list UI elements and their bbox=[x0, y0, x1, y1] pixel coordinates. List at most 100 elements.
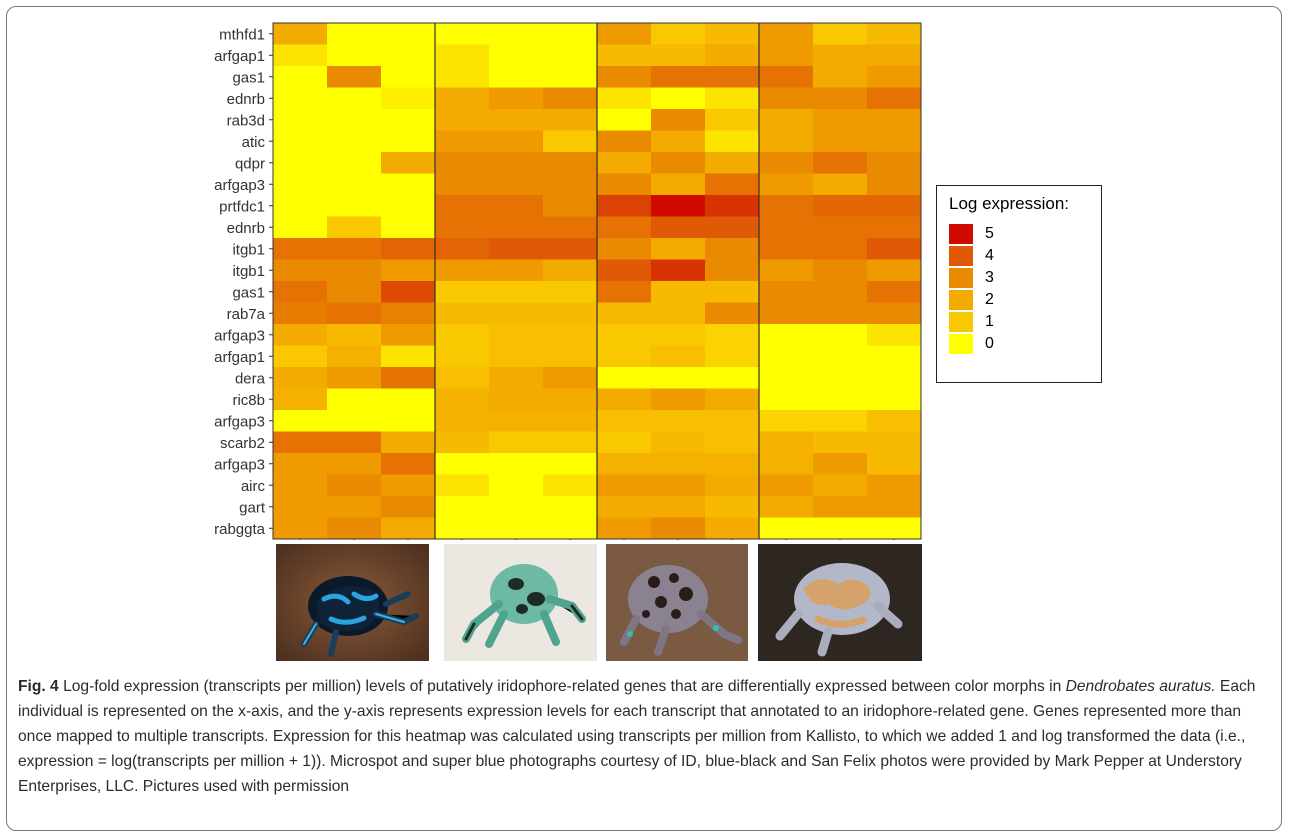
heatmap-cell bbox=[381, 367, 436, 389]
heatmap-cell bbox=[651, 453, 706, 475]
heatmap-cell bbox=[489, 173, 544, 196]
row-label: arfgap3 bbox=[214, 456, 265, 473]
legend-title: Log expression: bbox=[949, 194, 1070, 213]
row-label: scarb2 bbox=[220, 435, 265, 452]
heatmap-cell bbox=[273, 66, 328, 88]
heatmap-cell bbox=[381, 173, 436, 196]
heatmap-cell bbox=[651, 496, 706, 518]
heatmap-cell bbox=[543, 23, 598, 45]
heatmap-cell bbox=[273, 517, 328, 540]
heatmap-cell bbox=[651, 66, 706, 88]
heatmap-cell bbox=[705, 388, 760, 411]
row-label: ric8b bbox=[232, 392, 265, 409]
heatmap-cell bbox=[435, 216, 490, 239]
heatmap-cell bbox=[489, 324, 544, 346]
heatmap-cell bbox=[543, 324, 598, 346]
heatmap-cell bbox=[597, 23, 652, 45]
heatmap-cell bbox=[327, 216, 382, 239]
heatmap-cell bbox=[759, 453, 814, 475]
heatmap-cell bbox=[867, 345, 922, 368]
heatmap-cell bbox=[651, 87, 706, 110]
heatmap-cell bbox=[489, 259, 544, 282]
heatmap-cell bbox=[597, 431, 652, 454]
heatmap-cell bbox=[435, 367, 490, 389]
heatmap-cell bbox=[597, 453, 652, 475]
heatmap-cell bbox=[543, 367, 598, 389]
heatmap-cell bbox=[705, 216, 760, 239]
heatmap-cell bbox=[705, 109, 760, 131]
heatmap-cell bbox=[327, 130, 382, 153]
caption-text-1: Log-fold expression (transcripts per mil… bbox=[58, 678, 1066, 695]
heatmap-cell bbox=[273, 367, 328, 389]
heatmap-cell bbox=[435, 431, 490, 454]
heatmap-cell bbox=[867, 302, 922, 325]
heatmap-cell bbox=[327, 302, 382, 325]
legend-label: 2 bbox=[985, 291, 994, 308]
heatmap-cell bbox=[489, 87, 544, 110]
heatmap-cell bbox=[759, 152, 814, 174]
heatmap-cell bbox=[435, 496, 490, 518]
row-label: mthfd1 bbox=[219, 26, 265, 43]
heatmap-cell bbox=[705, 281, 760, 303]
row-label: ednrb bbox=[227, 220, 265, 237]
heatmap-cell bbox=[759, 44, 814, 67]
heatmap-cell bbox=[381, 259, 436, 282]
heatmap-cell bbox=[597, 345, 652, 368]
heatmap-cell bbox=[273, 431, 328, 454]
row-label: gart bbox=[239, 499, 266, 516]
heatmap-cell bbox=[435, 173, 490, 196]
row-label: gas1 bbox=[232, 284, 265, 301]
row-label: rab3d bbox=[227, 112, 265, 129]
heatmap-cell bbox=[327, 496, 382, 518]
heatmap-cell bbox=[327, 410, 382, 432]
heatmap-cell bbox=[273, 173, 328, 196]
heatmap-cell bbox=[867, 388, 922, 411]
heatmap-cell bbox=[273, 324, 328, 346]
heatmap-cell bbox=[813, 44, 868, 67]
row-label: qdpr bbox=[235, 155, 265, 172]
heatmap-cell bbox=[867, 44, 922, 67]
heatmap-cell bbox=[597, 195, 652, 217]
heatmap-cell bbox=[813, 238, 868, 260]
heatmap-cell bbox=[597, 324, 652, 346]
heatmap-cell bbox=[651, 410, 706, 432]
row-label: rab7a bbox=[227, 306, 266, 323]
heatmap-cell bbox=[867, 195, 922, 217]
heatmap-cell bbox=[435, 195, 490, 217]
heatmap-cell bbox=[651, 431, 706, 454]
heatmap-cell bbox=[651, 302, 706, 325]
heatmap-cell bbox=[867, 517, 922, 540]
heatmap-cell bbox=[489, 44, 544, 67]
heatmap-cell bbox=[813, 496, 868, 518]
heatmap-cell bbox=[651, 259, 706, 282]
heatmap-cell bbox=[327, 367, 382, 389]
heatmap-cell bbox=[273, 195, 328, 217]
heatmap-cell bbox=[867, 367, 922, 389]
heatmap-cell bbox=[489, 23, 544, 45]
heatmap-cell bbox=[651, 367, 706, 389]
heatmap-cell bbox=[435, 238, 490, 260]
heatmap-cell bbox=[705, 324, 760, 346]
heatmap-cell bbox=[543, 152, 598, 174]
heatmap-cell bbox=[489, 238, 544, 260]
legend-swatch bbox=[949, 334, 973, 354]
heatmap-cell bbox=[489, 388, 544, 411]
heatmap-cell bbox=[273, 388, 328, 411]
heatmap-cell bbox=[273, 23, 328, 45]
row-label: airc bbox=[241, 478, 266, 495]
heatmap-cell bbox=[813, 302, 868, 325]
heatmap-cell bbox=[381, 388, 436, 411]
heatmap-cell bbox=[867, 87, 922, 110]
heatmap-cell bbox=[705, 453, 760, 475]
heatmap-cell bbox=[381, 517, 436, 540]
heatmap-cell bbox=[381, 474, 436, 497]
heatmap-cell bbox=[327, 388, 382, 411]
heatmap-cell bbox=[597, 496, 652, 518]
heatmap-cell bbox=[327, 109, 382, 131]
heatmap-cell bbox=[597, 302, 652, 325]
legend-swatch bbox=[949, 246, 973, 266]
heatmap-cell bbox=[489, 431, 544, 454]
heatmap-cell bbox=[489, 345, 544, 368]
heatmap-cell bbox=[327, 453, 382, 475]
heatmap-cell bbox=[759, 23, 814, 45]
